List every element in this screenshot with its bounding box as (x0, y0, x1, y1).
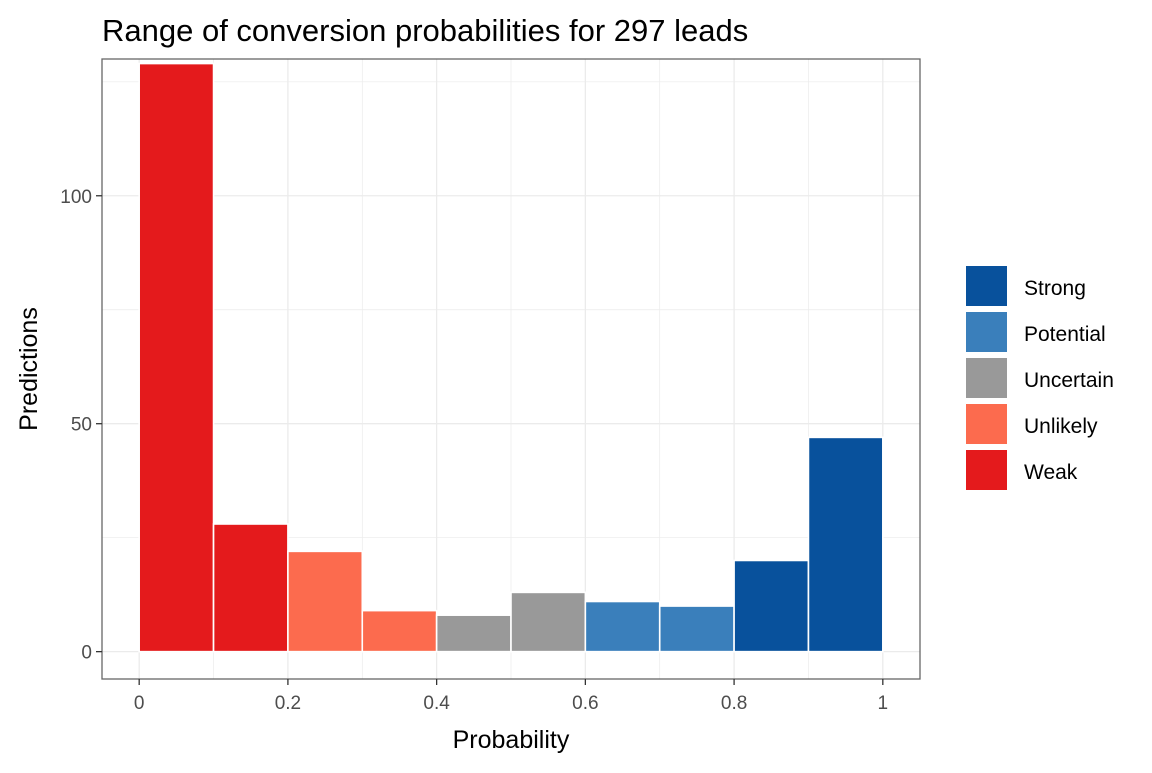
x-axis: 0 0.2 0.4 0.6 0.8 1 (134, 679, 888, 714)
histogram-bar (361, 609, 438, 653)
y-axis-label: Predictions (15, 307, 43, 431)
y-tick-label: 100 (60, 187, 92, 208)
legend-swatch (966, 358, 1007, 398)
legend: Strong Potential Uncertain Unlikely Weak (966, 266, 1114, 490)
legend-swatch (966, 312, 1007, 352)
histogram-bar (584, 600, 661, 653)
histogram-bar (287, 550, 364, 653)
histogram-bar (733, 559, 810, 653)
x-tick-label: 0.6 (572, 693, 598, 714)
histogram-bar (138, 62, 215, 653)
legend-swatch (966, 266, 1007, 306)
x-tick-label: 0 (134, 693, 145, 714)
panel-border (101, 58, 921, 680)
legend-swatch (966, 404, 1007, 444)
legend-label: Uncertain (1024, 369, 1114, 392)
x-tick-label: 0.8 (721, 693, 747, 714)
histogram-bars (138, 62, 884, 653)
legend-swatch (966, 450, 1007, 490)
x-tick-label: 0.2 (275, 693, 301, 714)
y-axis: 0 50 100 (60, 187, 102, 664)
legend-label: Strong (1024, 277, 1086, 300)
legend-label: Unlikely (1024, 415, 1098, 438)
histogram-bar (212, 523, 289, 653)
histogram-bar (658, 605, 735, 653)
y-tick-label: 0 (81, 643, 92, 664)
x-tick-label: 1 (878, 693, 889, 714)
histogram-bar (435, 614, 512, 653)
histogram-bar (807, 436, 884, 653)
chart-title: Range of conversion probabilities for 29… (102, 13, 748, 48)
histogram-bar (510, 591, 587, 653)
x-tick-label: 0.4 (423, 693, 450, 714)
x-axis-label: Probability (453, 726, 570, 754)
legend-label: Weak (1024, 461, 1078, 484)
y-tick-label: 50 (71, 415, 92, 436)
legend-label: Potential (1024, 323, 1106, 346)
